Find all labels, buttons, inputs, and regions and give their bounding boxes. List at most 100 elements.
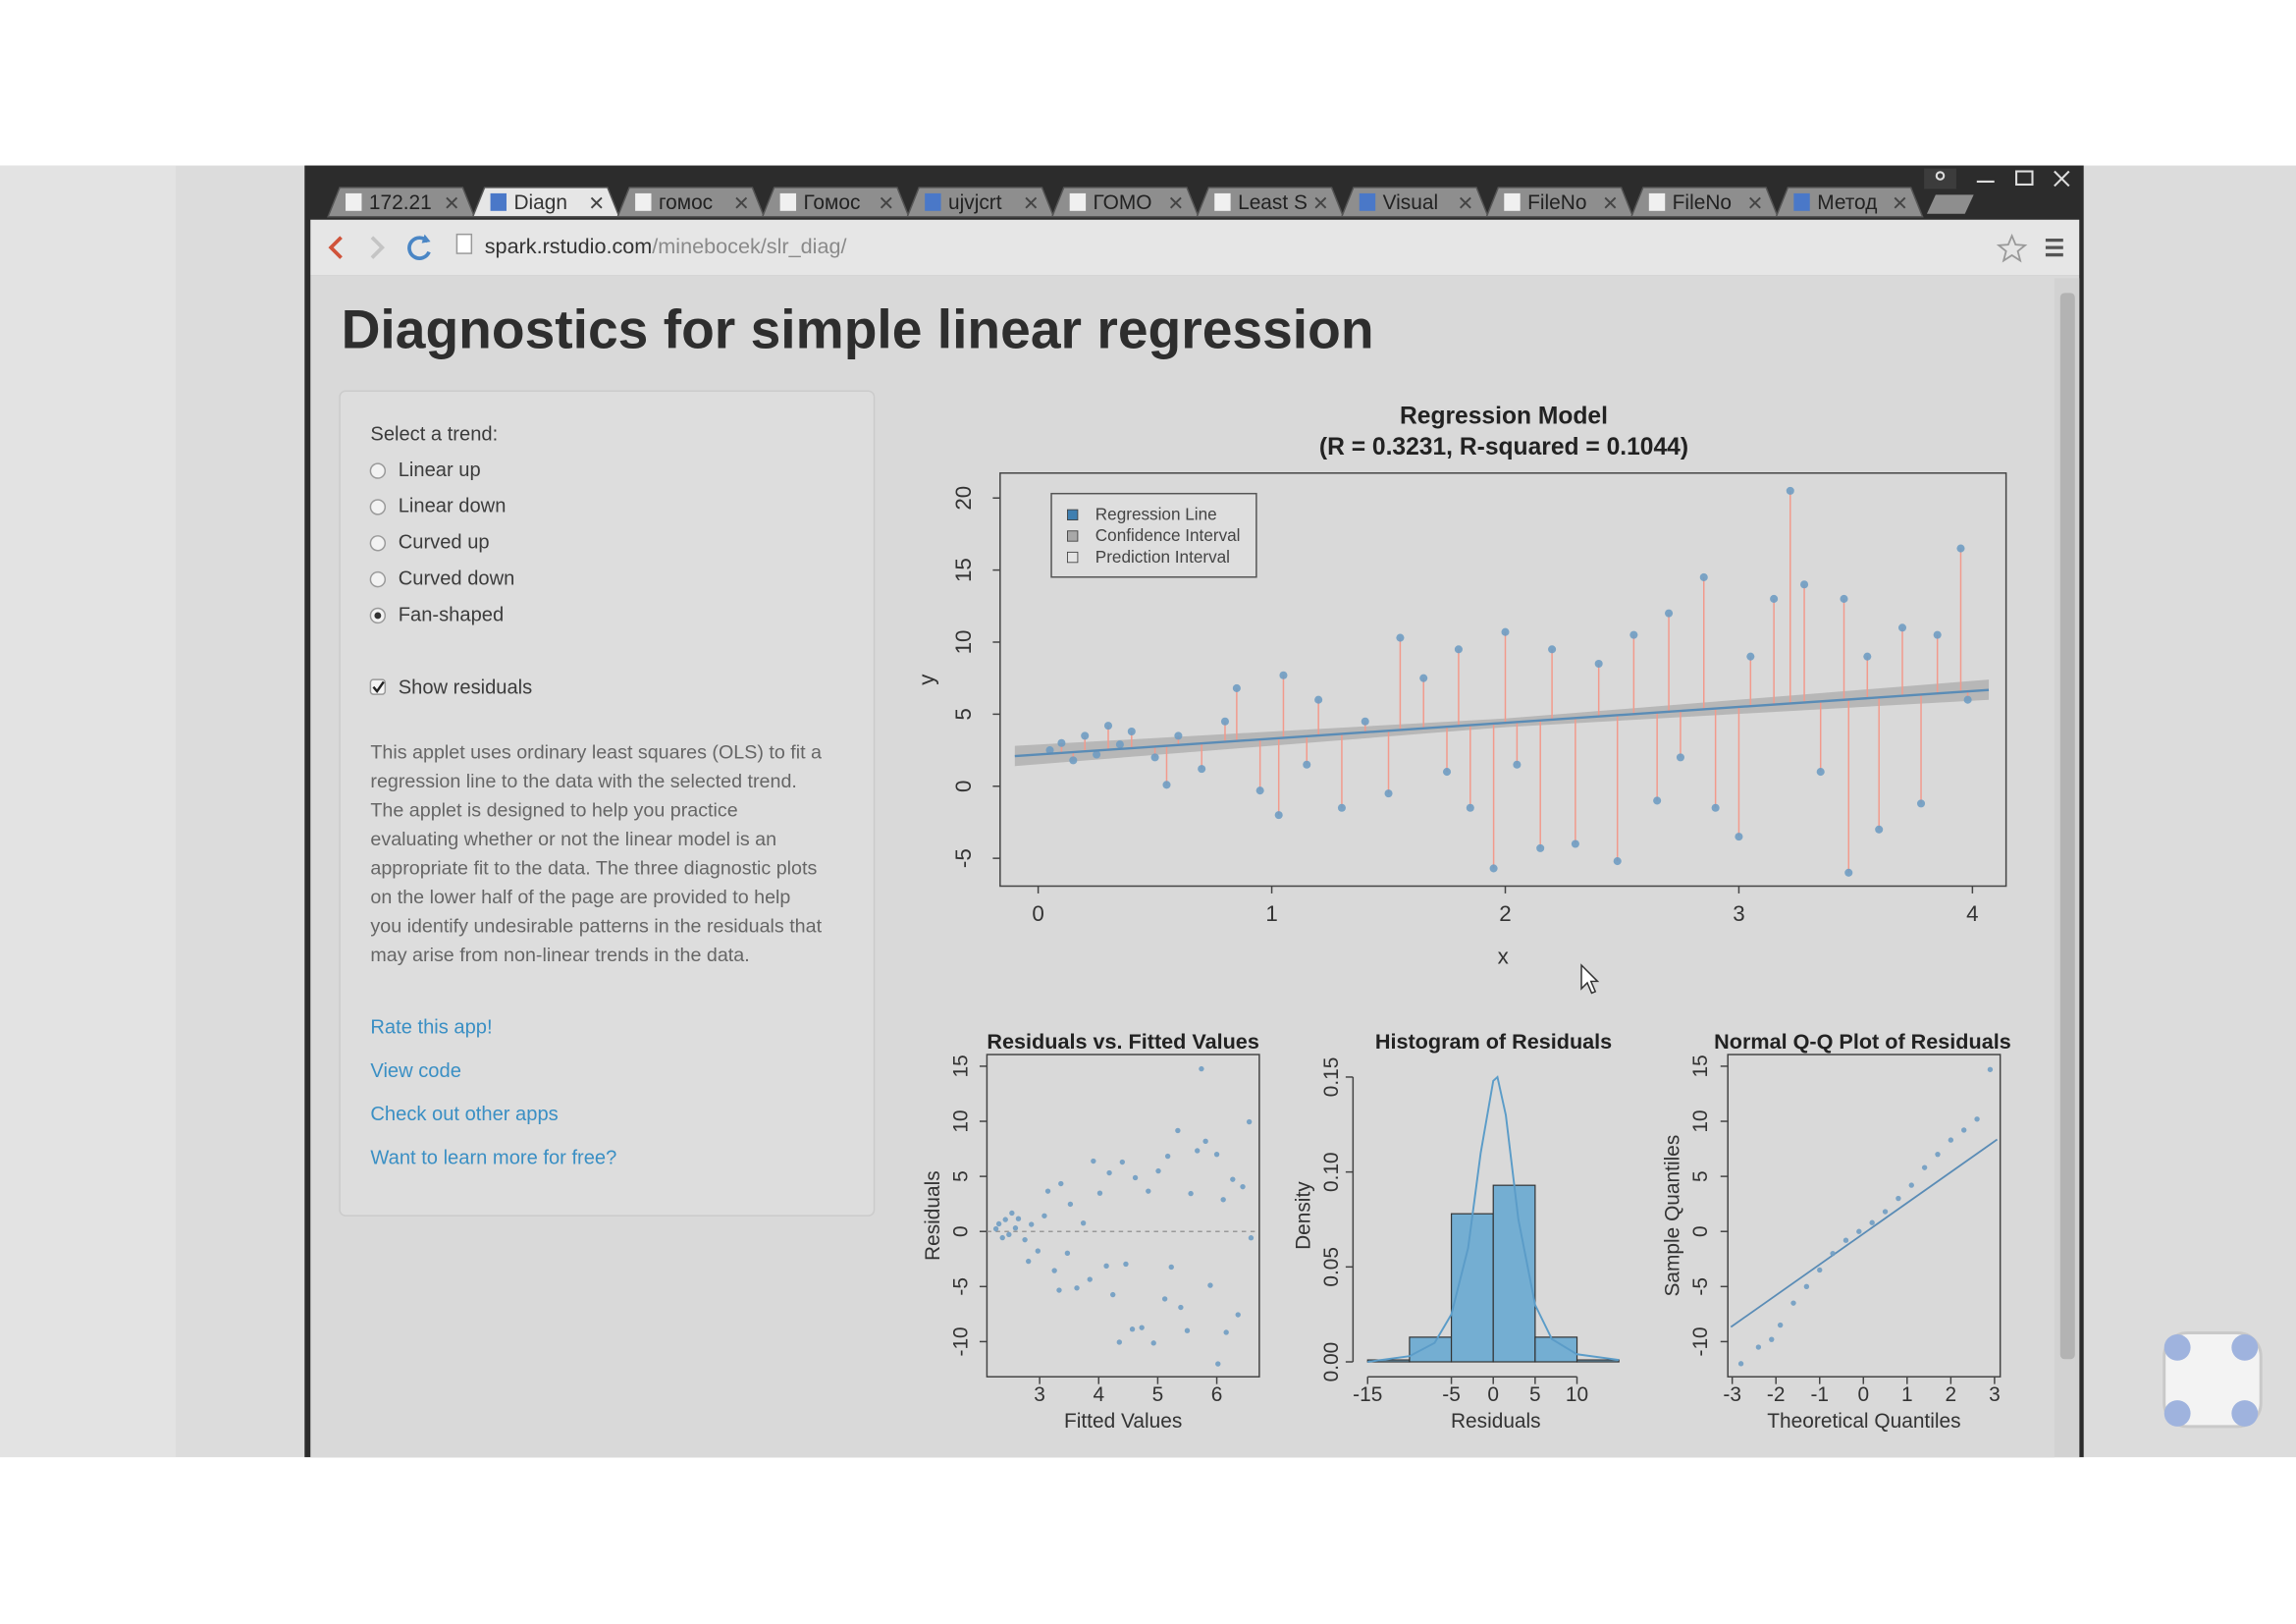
radio-button[interactable] (369, 462, 387, 479)
data-point (1279, 671, 1288, 679)
chart-title: Normal Q-Q Plot of Residuals (1714, 1029, 2011, 1054)
tab[interactable] (1775, 187, 1924, 218)
description-line: This applet uses ordinary least squares … (370, 742, 822, 764)
y-tick-label: -5 (950, 1277, 973, 1296)
data-point (1096, 1190, 1103, 1196)
tab[interactable] (1196, 187, 1345, 218)
data-point (1215, 1361, 1221, 1367)
data-point (1769, 1336, 1775, 1342)
link[interactable]: Rate this app! (370, 1016, 492, 1038)
tab[interactable] (1340, 187, 1490, 218)
data-point (1207, 1282, 1213, 1288)
tab-close[interactable] (735, 196, 748, 209)
widget-dot (2231, 1333, 2259, 1361)
tab-close[interactable] (1025, 196, 1038, 209)
y-tick-label: 0.15 (1320, 1057, 1343, 1098)
radio-button[interactable] (369, 499, 387, 515)
x-tick-label: 2 (1499, 901, 1511, 926)
x-axis-label: Fitted Values (1064, 1410, 1182, 1433)
tab-icon (346, 192, 362, 211)
legend-swatch (1067, 509, 1079, 521)
reload-button[interactable] (407, 236, 431, 260)
tab[interactable] (471, 187, 620, 218)
tab[interactable] (327, 187, 476, 218)
tab-close[interactable] (1314, 196, 1327, 209)
histogram-bar (1409, 1336, 1453, 1363)
overlay-widget[interactable] (2163, 1330, 2263, 1429)
data-point (1051, 1268, 1057, 1273)
x-tick-label: -5 (1442, 1383, 1461, 1406)
data-point (1164, 1153, 1171, 1160)
data-point (1735, 833, 1743, 841)
radio-button[interactable] (369, 570, 387, 588)
forward-button[interactable] (370, 236, 385, 259)
data-point (1594, 659, 1603, 669)
url[interactable]: spark.rstudio.com/minebocek/slr_diag/ (485, 234, 847, 258)
radio-label[interactable]: Fan-shaped (399, 604, 504, 625)
data-point (1961, 1127, 1967, 1133)
tab[interactable] (616, 187, 766, 218)
data-point (1015, 1216, 1022, 1221)
tab[interactable] (761, 187, 911, 218)
data-point (1161, 1296, 1168, 1302)
data-point (1466, 803, 1474, 812)
back-button[interactable] (328, 236, 343, 259)
data-point (1106, 1169, 1112, 1176)
data-point (1917, 799, 1926, 808)
url-path: /minebocek/slr_diag/ (652, 234, 846, 258)
tab-close[interactable] (880, 196, 892, 209)
y-tick-label: 20 (951, 486, 976, 511)
data-point (1548, 645, 1557, 654)
x-tick-label: 0 (1032, 901, 1043, 926)
page-icon (455, 233, 473, 254)
data-point (1110, 1291, 1116, 1298)
radio-label[interactable]: Linear up (399, 460, 481, 481)
radio-label[interactable]: Curved down (399, 568, 515, 589)
scrollbar-thumb[interactable] (2059, 293, 2075, 1360)
tab[interactable] (1485, 187, 1634, 218)
close-button[interactable] (2054, 170, 2070, 188)
density-curve (1367, 1075, 1620, 1363)
link[interactable]: View code (370, 1060, 461, 1082)
data-point (1665, 609, 1674, 618)
tab-close[interactable] (1604, 196, 1617, 209)
menu-button[interactable] (2045, 238, 2063, 257)
tab-close[interactable] (590, 196, 603, 209)
radio-label[interactable]: Curved up (399, 532, 490, 554)
radio-dot (374, 612, 382, 620)
link[interactable]: Check out other apps (370, 1104, 558, 1125)
new-tab-button[interactable] (1926, 194, 1974, 214)
data-point (1115, 740, 1124, 749)
chart-title: Residuals vs. Fitted Values (987, 1029, 1258, 1054)
tab-close[interactable] (1749, 196, 1761, 209)
data-point (1897, 623, 1907, 632)
y-axis-label: Residuals (922, 1170, 944, 1261)
data-point (1786, 486, 1794, 495)
data-point (1081, 731, 1090, 740)
chart-title: Histogram of Residuals (1375, 1029, 1612, 1054)
radio-label[interactable]: Linear down (399, 496, 507, 517)
y-tick-label: -10 (950, 1326, 973, 1356)
data-point (1057, 738, 1066, 747)
tab-close[interactable] (1169, 196, 1182, 209)
description: This applet uses ordinary least squares … (370, 742, 822, 966)
maximize-button[interactable] (2015, 170, 2034, 186)
link[interactable]: Want to learn more for free? (370, 1147, 616, 1168)
tab-icon (1214, 192, 1231, 211)
radio-button[interactable] (369, 535, 387, 552)
show-residuals-label[interactable]: Show residuals (399, 677, 532, 698)
widget-dot (2163, 1333, 2191, 1361)
data-point (1921, 1164, 1928, 1170)
y-tick-label: 0 (1689, 1225, 1712, 1237)
bookmark-star[interactable] (1996, 233, 2028, 263)
tab[interactable] (906, 187, 1055, 218)
tab-icon (635, 192, 652, 211)
data-point (1127, 727, 1136, 736)
tab-close[interactable] (446, 196, 458, 209)
tab-close[interactable] (1459, 196, 1471, 209)
tab[interactable] (1050, 187, 1201, 218)
data-point (1536, 843, 1545, 852)
tab-close[interactable] (1894, 196, 1906, 209)
x-tick-label: 1 (1265, 901, 1277, 926)
tab[interactable] (1629, 187, 1780, 218)
